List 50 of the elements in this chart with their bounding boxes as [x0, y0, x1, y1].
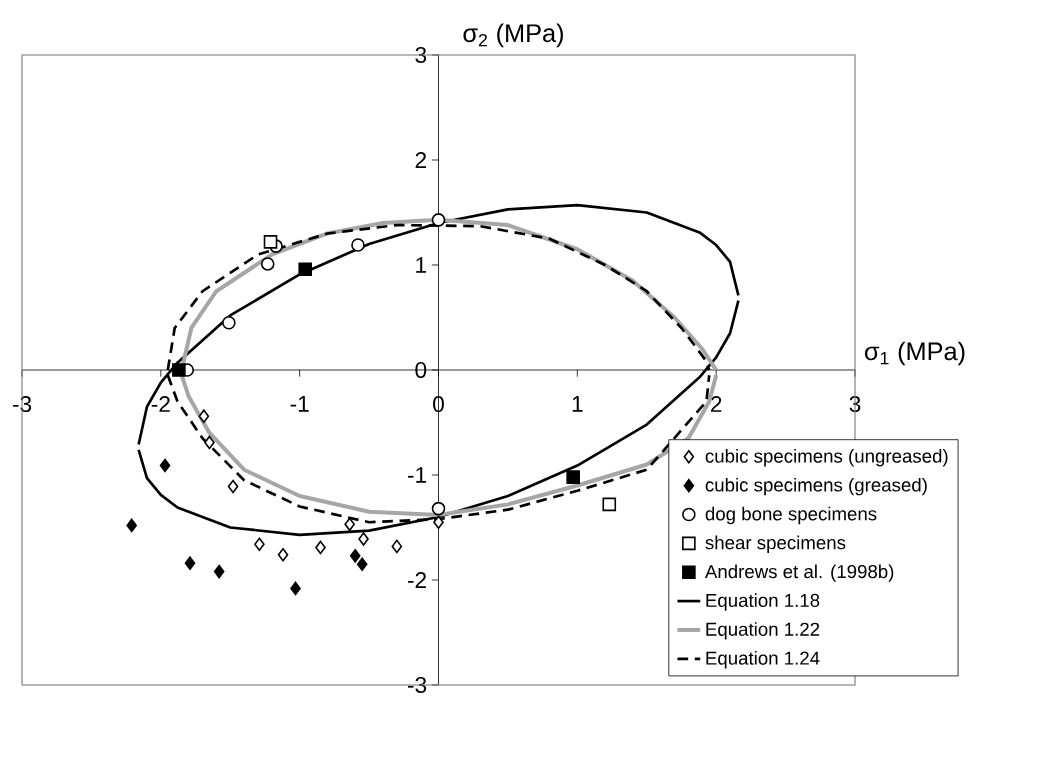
point	[277, 547, 289, 562]
point	[602, 497, 617, 512]
point	[431, 501, 446, 516]
x-tick-label: 2	[711, 396, 722, 412]
x-tick-label: -1	[290, 396, 309, 412]
point	[358, 532, 369, 546]
y-tick-label: 3	[415, 46, 427, 64]
point	[184, 556, 196, 570]
legend-label: Equation 1.22	[706, 622, 820, 640]
point	[298, 262, 313, 276]
legend-label: cubic specimens (greased)	[705, 477, 927, 496]
legend-label: Andrews et al. (1998b)	[704, 564, 894, 582]
legend-label: Equation 1.24	[706, 651, 820, 669]
point	[263, 235, 278, 249]
point	[349, 549, 361, 563]
point	[213, 564, 225, 579]
legend-label: dog bone specimens	[705, 506, 877, 525]
point	[356, 557, 368, 572]
y-tick-label: 2	[415, 152, 426, 168]
point	[172, 363, 186, 377]
legend-label: Equation 1.18	[706, 593, 820, 611]
y-tick-label: 0	[415, 361, 427, 379]
point	[433, 515, 444, 530]
legend-label: shear specimens	[705, 535, 846, 553]
point	[254, 537, 265, 552]
point	[198, 409, 210, 423]
x-tick-label: 1	[572, 396, 583, 412]
point	[566, 470, 580, 484]
legend-label: cubic specimens (ungreased)	[705, 449, 948, 467]
point	[159, 458, 171, 473]
point	[260, 257, 275, 271]
y-axis-title: σ$_{2}$ (MPa)	[463, 23, 563, 48]
y-tick-label: -1	[407, 467, 427, 483]
x-tick-label: -3	[12, 396, 32, 413]
point	[351, 238, 365, 252]
y-tick-label: 1	[416, 257, 427, 273]
point	[344, 517, 355, 532]
x-axis-title: σ$_{1}$ (MPa)	[864, 341, 965, 366]
point	[227, 479, 239, 494]
y-tick-label: -3	[407, 676, 427, 694]
x-tick-label: 3	[849, 396, 861, 413]
point	[431, 213, 446, 227]
point	[391, 539, 403, 554]
point	[315, 540, 326, 555]
y-tick-label: -2	[407, 572, 426, 588]
point	[290, 581, 301, 596]
point	[204, 435, 215, 450]
point	[126, 518, 137, 533]
point	[222, 315, 236, 330]
x-tick-label: -2	[151, 396, 170, 412]
